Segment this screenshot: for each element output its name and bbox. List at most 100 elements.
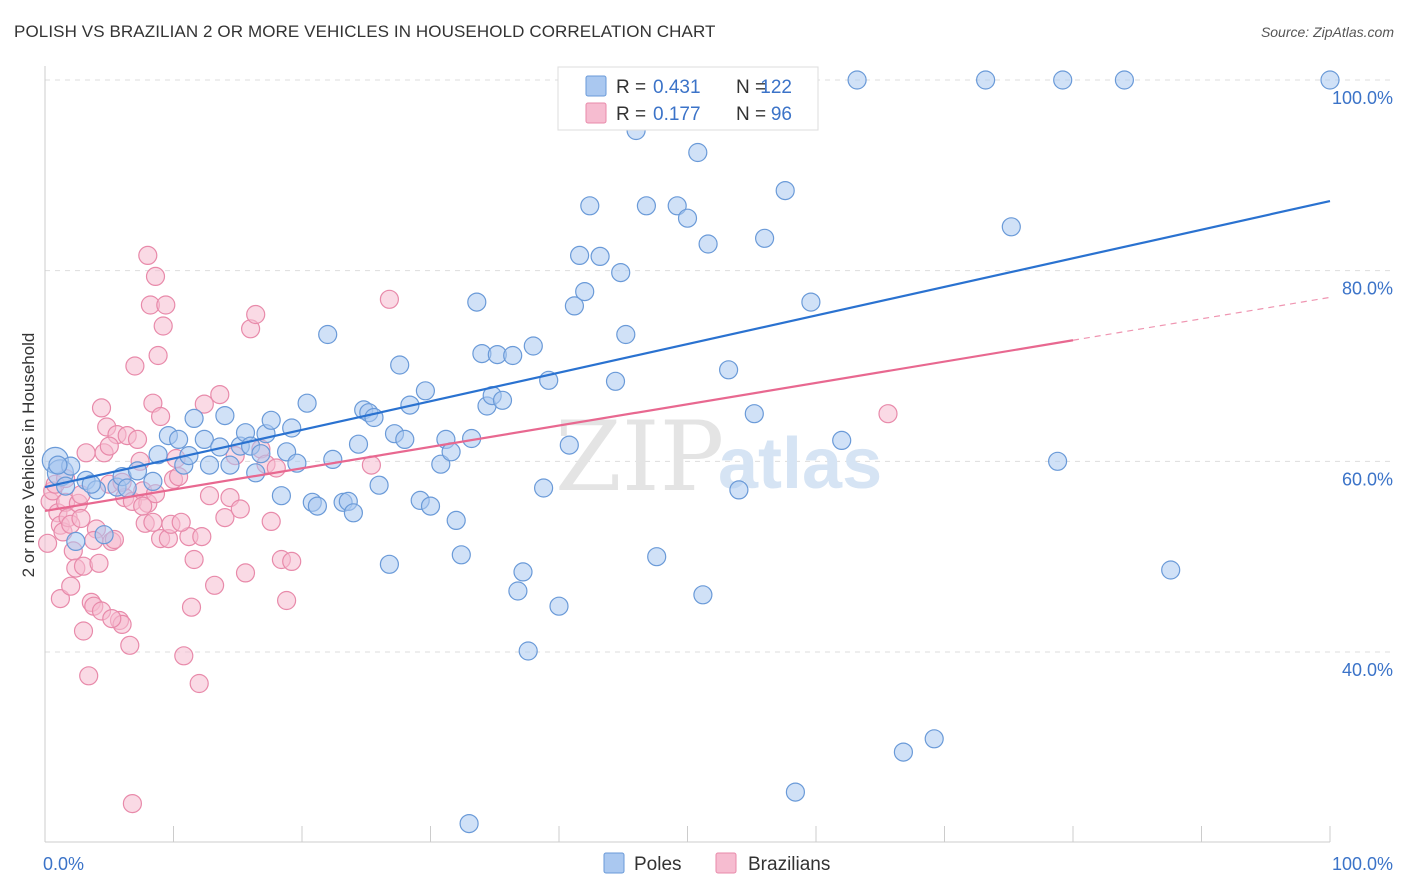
poles-point xyxy=(246,463,266,483)
legend-brazilians-r-label: R = xyxy=(616,104,646,125)
poles-point xyxy=(199,455,220,475)
brazilians-point xyxy=(91,398,112,418)
poles-point xyxy=(143,471,163,491)
legend-poles-r-value: 0.431 xyxy=(653,77,701,98)
poles-point xyxy=(1114,70,1135,90)
brazilians-point xyxy=(205,575,225,595)
poles-point xyxy=(459,813,479,834)
poles-point xyxy=(667,196,687,216)
brazilians-point xyxy=(61,576,81,596)
legend-bottom: Poles Brazilians xyxy=(603,852,830,875)
poles-point xyxy=(647,547,667,567)
poles-point xyxy=(307,496,327,516)
poles-point xyxy=(467,292,487,312)
brazilians-point xyxy=(145,266,166,286)
poles-point xyxy=(893,742,914,762)
poles-point xyxy=(559,435,579,455)
poles-point xyxy=(605,371,626,391)
brazilians-point xyxy=(189,673,209,694)
poles-point xyxy=(431,454,451,474)
brazilians-point xyxy=(379,289,399,309)
legend-brazilians-r-value: 0.177 xyxy=(653,104,701,125)
brazilians-point xyxy=(277,590,297,611)
x-tick-label: 0.0% xyxy=(43,854,84,874)
poles-point xyxy=(564,296,585,316)
y-tick-label: 60.0% xyxy=(1342,469,1393,489)
poles-point xyxy=(729,480,749,500)
legend-poles-n-label: N = xyxy=(736,77,766,98)
brazilians-point xyxy=(79,666,99,686)
poles-point xyxy=(575,282,595,302)
poles-point xyxy=(81,474,101,494)
poles-point xyxy=(220,455,240,475)
brazilians-point xyxy=(133,496,153,516)
poles-point xyxy=(169,429,189,449)
brazilians-point xyxy=(99,436,119,456)
poles-point xyxy=(503,345,523,366)
brazilians-point xyxy=(138,245,158,265)
y-tick-label: 40.0% xyxy=(1342,660,1393,680)
poles-point xyxy=(364,407,384,428)
poles-point xyxy=(693,585,713,605)
brazilians-point xyxy=(210,385,230,405)
poles-point xyxy=(446,510,466,531)
poles-trend-line xyxy=(44,199,1331,489)
brazilians-point xyxy=(73,621,94,641)
legend-bottom-brazilians-label: Brazilians xyxy=(748,854,830,875)
brazilians-point xyxy=(171,512,191,532)
brazilians-point xyxy=(215,507,235,528)
poles-point xyxy=(744,404,764,424)
poles-point xyxy=(508,581,528,601)
brazilians-point xyxy=(184,549,204,570)
poles-point xyxy=(518,641,538,661)
poles-point xyxy=(297,393,317,413)
legend-brazilians-n-label: N = xyxy=(736,104,766,125)
poles-point xyxy=(318,324,338,345)
poles-point xyxy=(533,478,554,498)
brazilians-point xyxy=(192,526,212,547)
poles-point xyxy=(379,554,399,574)
brazilians-point xyxy=(89,553,109,573)
brazilians-trend-extension xyxy=(1072,296,1331,341)
poles-point xyxy=(698,234,718,254)
source-label: Source: ZipAtlas.com xyxy=(1260,24,1394,40)
brazilians-point xyxy=(246,304,266,325)
poles-point xyxy=(924,729,944,749)
brazilians-point xyxy=(37,533,58,553)
legend-poles-r-label: R = xyxy=(616,77,646,98)
brazilians-point xyxy=(151,406,171,427)
x-tick-label: 100.0% xyxy=(1332,854,1393,874)
poles-point xyxy=(590,246,610,266)
poles-point xyxy=(513,562,533,582)
poles-point xyxy=(754,228,775,248)
poles-point xyxy=(975,70,996,90)
brazilians-point xyxy=(282,551,302,572)
poles-point xyxy=(348,434,369,454)
y-axis-title: 2 or more Vehicles in Household xyxy=(19,333,38,578)
brazilians-point xyxy=(125,356,145,376)
poles-point xyxy=(775,181,795,201)
brazilians-point xyxy=(230,499,250,519)
poles-point xyxy=(194,429,214,449)
poles-point xyxy=(117,478,137,498)
legend-top: R = 0.431 N = 122 R = 0.177 N = 96 xyxy=(557,66,819,131)
poles-point xyxy=(549,596,569,616)
poles-point xyxy=(847,70,867,90)
poles-point xyxy=(785,782,806,802)
y-tick-label: 100.0% xyxy=(1332,88,1393,108)
legend-poles-swatch xyxy=(585,75,607,97)
poles-point xyxy=(569,245,590,265)
brazilians-point xyxy=(261,511,281,532)
brazilians-point xyxy=(76,443,96,463)
poles-point xyxy=(1320,70,1340,90)
brazilians-point xyxy=(235,563,256,583)
brazilians-point xyxy=(71,508,91,529)
legend-bottom-poles-swatch xyxy=(603,852,625,874)
poles-point xyxy=(420,496,441,516)
trend-lines xyxy=(44,199,1331,512)
poles-point xyxy=(271,486,291,506)
brazilians-point xyxy=(878,404,898,424)
poles-point xyxy=(251,444,271,464)
brazilians-point xyxy=(153,316,173,336)
